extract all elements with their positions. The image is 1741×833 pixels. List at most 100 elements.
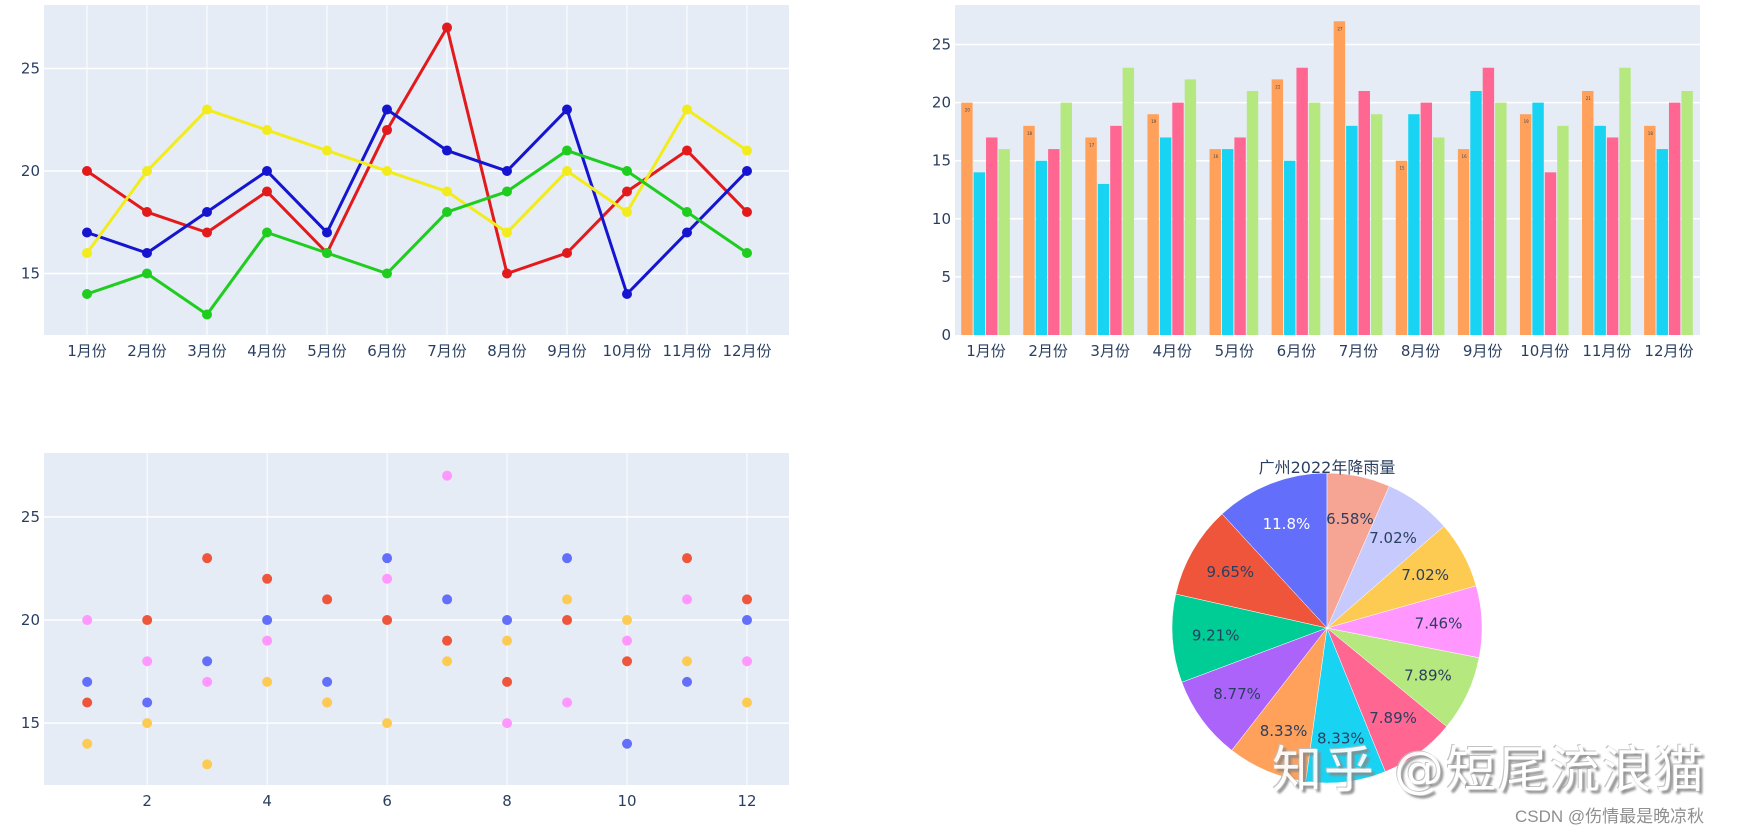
bar-pink	[1234, 137, 1246, 335]
scatter-yellow-point	[682, 656, 693, 667]
series-red-point	[742, 207, 752, 218]
bar-orange	[1209, 149, 1221, 335]
y-tick-label: 15	[21, 714, 40, 732]
bar-value-label: 15	[1399, 166, 1405, 171]
series-yellow-point	[142, 166, 152, 177]
scatter-blue-point	[742, 615, 753, 626]
series-green-line	[86, 149, 748, 317]
series-green-point	[682, 207, 692, 218]
series-green-point	[742, 248, 752, 259]
series-blue-point	[442, 145, 452, 156]
x-tick-label: 10	[617, 792, 636, 810]
series-red-point	[562, 248, 572, 259]
bar-cyan	[1221, 149, 1234, 335]
bar-value-label: 22	[1275, 84, 1281, 89]
scatter-pink-point	[262, 635, 273, 646]
series-green-point	[562, 145, 572, 156]
series-red-point	[82, 166, 92, 177]
x-tick-label: 11月份	[1582, 342, 1631, 360]
pie-slice-label: 7.02%	[1401, 566, 1449, 584]
y-tick-label: 25	[21, 508, 40, 526]
bar-orange	[1085, 137, 1097, 335]
pie-slice	[1175, 513, 1328, 629]
scatter-yellow-point	[322, 697, 333, 708]
y-tick-label: 20	[21, 611, 40, 629]
bar-pink	[1048, 149, 1060, 335]
x-tick-label: 4月份	[1153, 342, 1193, 360]
scatter-blue-point	[322, 676, 333, 687]
scatter-yellow-point	[742, 697, 753, 708]
plot-background	[44, 453, 789, 785]
pie-slice-label: 8.33%	[1260, 722, 1308, 740]
y-tick-label: 20	[932, 94, 951, 112]
bar-pink	[1668, 102, 1681, 335]
bar-cyan	[1097, 183, 1110, 335]
pie-slice	[1221, 472, 1328, 629]
bar-cyan	[1408, 114, 1420, 336]
scatter-pink-point	[742, 656, 753, 667]
x-tick-label: 12月份	[1644, 342, 1693, 360]
y-tick-label: 15	[21, 265, 40, 283]
scatter-blue-point	[202, 656, 213, 667]
series-blue-point	[82, 227, 92, 238]
line-chart: 1月份 2月份 3月份 4月份 5月份 6月份 7月份 8月份 9月份 10月份 11月份 12月份 1…	[21, 5, 789, 360]
series-yellow-point	[202, 104, 212, 115]
scatter-blue-point	[682, 676, 693, 687]
y-tick-label: 0	[941, 326, 951, 344]
series-yellow-point	[742, 145, 752, 156]
series-blue-point	[382, 104, 392, 115]
scatter-blue-point	[502, 615, 513, 626]
x-tick-label: 8月份	[1401, 342, 1441, 360]
x-tick-label: 12月份	[722, 342, 771, 360]
series-yellow-point	[682, 104, 692, 115]
scatter-pink-point	[142, 656, 153, 667]
scatter-red-point	[682, 553, 693, 564]
bar-orange	[1147, 114, 1159, 336]
pie-slice-label: 7.02%	[1369, 529, 1417, 547]
bar-cyan	[1532, 102, 1544, 335]
bar-lightgreen	[1433, 137, 1445, 335]
bar-value-label: 20	[965, 108, 971, 113]
series-green-point	[382, 268, 392, 279]
x-tick-label: 9月份	[547, 342, 587, 360]
x-tick-label: 7月份	[1339, 342, 1379, 360]
bar-lightgreen	[1370, 114, 1383, 336]
pie-slice	[1326, 472, 1390, 629]
series-red-point	[202, 227, 212, 238]
bar-orange	[961, 102, 973, 335]
x-tick-label: 6月份	[1277, 342, 1317, 360]
series-yellow-point	[502, 227, 512, 238]
bar-value-label: 16	[1462, 154, 1468, 159]
series-green-point	[262, 227, 272, 238]
y-tick-label: 10	[932, 210, 951, 228]
bar-orange	[1333, 21, 1346, 335]
series-red-line	[86, 26, 749, 276]
scatter-yellow-point	[202, 759, 213, 770]
series-yellow-point	[622, 207, 632, 218]
bar-cyan	[1656, 149, 1668, 335]
series-yellow-point	[82, 248, 92, 259]
scatter-yellow-point	[262, 676, 273, 687]
y-tick-label: 25	[21, 60, 40, 78]
pie-slice	[1181, 627, 1328, 751]
x-tick-label: 7月份	[427, 342, 467, 360]
bar-cyan	[1346, 125, 1358, 336]
pie-slice-label: 11.8%	[1263, 515, 1311, 533]
bar-cyan	[1035, 160, 1048, 335]
bar-lightgreen	[1308, 102, 1321, 335]
x-tick-label: 2	[142, 792, 152, 810]
series-green-point	[622, 166, 632, 177]
pie-slice-label: 7.89%	[1404, 667, 1452, 685]
series-blue-point	[742, 166, 752, 177]
series-blue-point	[322, 227, 332, 238]
series-green-point	[202, 309, 212, 320]
x-tick-label: 4	[262, 792, 272, 810]
bar-value-label: 27	[1337, 26, 1343, 31]
bar-orange	[1457, 149, 1470, 335]
scatter-chart: 2 4 6 8 10 12 15 20 25	[21, 453, 789, 810]
y-tick-label: 25	[932, 36, 951, 54]
series-yellow-point	[562, 166, 572, 177]
bar-pink	[1606, 137, 1619, 335]
series-red-point	[682, 145, 692, 156]
scatter-yellow-point	[442, 656, 453, 667]
